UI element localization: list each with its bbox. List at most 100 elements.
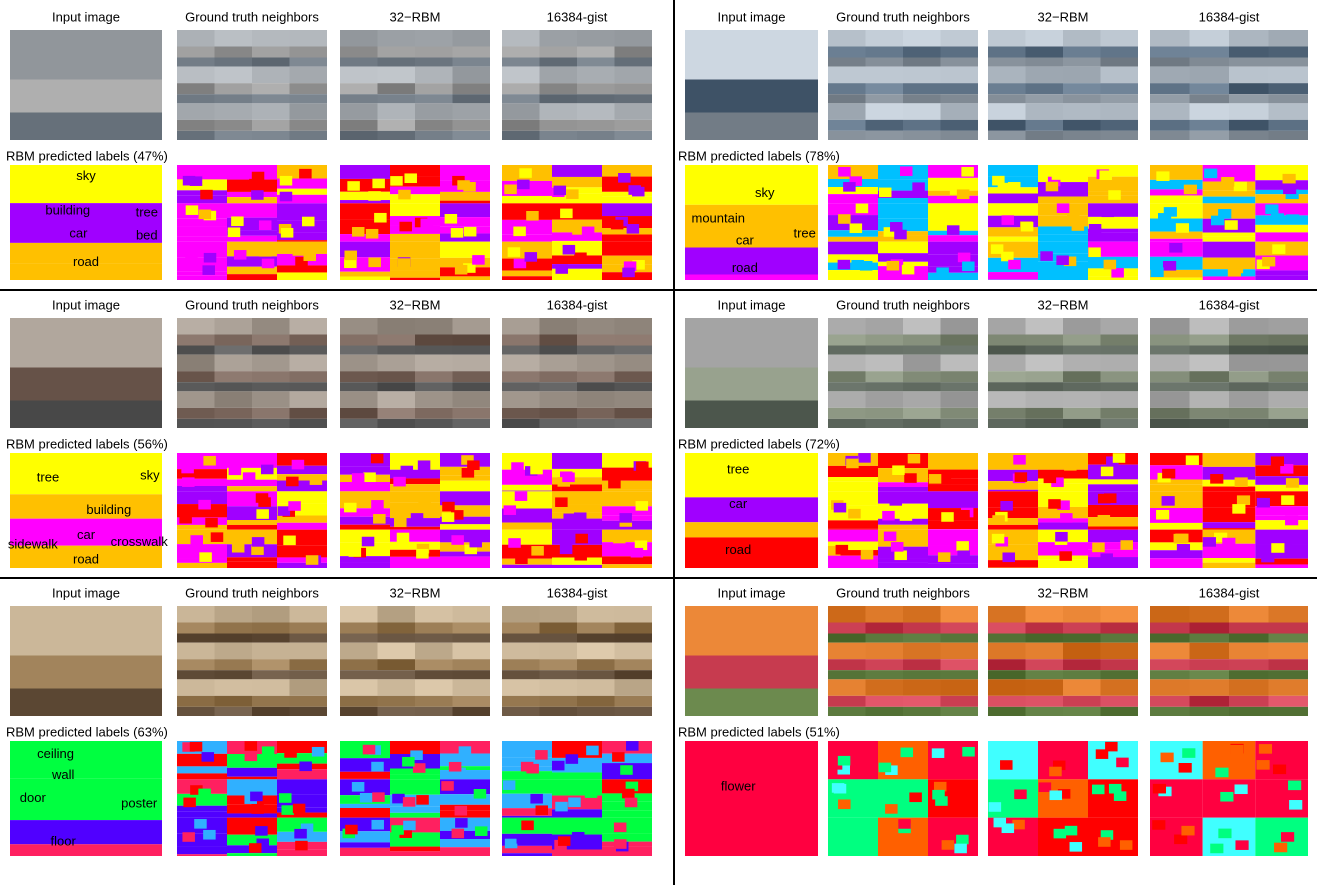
- label-blob: [203, 456, 216, 466]
- photo-sky: [1269, 318, 1309, 335]
- region-label: tree: [727, 462, 749, 477]
- photo-ground: [941, 94, 979, 103]
- photo-mid: [453, 371, 491, 382]
- label-region: [1203, 563, 1256, 568]
- photo-mid: [828, 47, 866, 58]
- label-blob: [373, 514, 386, 524]
- label-region: [390, 271, 440, 278]
- photo-mid: [903, 120, 941, 131]
- photo-sky: [988, 391, 1026, 408]
- photo-ground: [1063, 707, 1101, 716]
- photo-sky: [340, 67, 378, 84]
- label-blob: [393, 477, 406, 487]
- photo-sky: [1190, 679, 1230, 696]
- photo-sky: [340, 643, 378, 660]
- photo-ground: [685, 401, 818, 429]
- photo-ground: [577, 94, 615, 103]
- label-blob: [304, 251, 317, 261]
- photo-sky: [577, 391, 615, 408]
- label-blob: [442, 502, 455, 512]
- photo-sky: [215, 30, 253, 47]
- photo-mid: [215, 371, 253, 382]
- label-blob: [1065, 747, 1078, 757]
- photo-mid: [615, 83, 653, 94]
- photo-mid: [1063, 47, 1101, 58]
- label-blob: [262, 259, 275, 269]
- label-blob: [900, 166, 913, 176]
- photo-mid: [378, 120, 416, 131]
- photo-ground: [177, 94, 215, 103]
- photo-ground: [290, 94, 328, 103]
- region-label: road: [732, 260, 758, 275]
- label-blob: [286, 477, 299, 487]
- photo-mid: [215, 408, 253, 419]
- label-blob: [374, 213, 387, 223]
- label-region: [340, 234, 390, 242]
- photo-mid: [290, 47, 328, 58]
- photo-ground: [615, 346, 653, 355]
- column-header: 32−RBM: [1038, 9, 1089, 24]
- photo-mid: [290, 120, 328, 131]
- label-region: [928, 453, 978, 470]
- label-region: [928, 530, 978, 546]
- photo-mid: [340, 83, 378, 94]
- label-region: [828, 477, 878, 481]
- photo-ground: [540, 58, 578, 67]
- label-blob: [403, 797, 416, 807]
- label-region: [1255, 485, 1308, 491]
- label-blob: [929, 474, 942, 484]
- label-blob: [608, 479, 621, 489]
- label-region: [440, 192, 490, 201]
- label-blob: [200, 190, 213, 200]
- label-blob: [251, 190, 263, 200]
- column-header: 32−RBM: [1038, 585, 1089, 600]
- photo-ground: [340, 131, 378, 140]
- photo-mid: [941, 659, 979, 670]
- label-region: [390, 851, 440, 856]
- photo-ground: [941, 131, 979, 140]
- photo-mid: [1269, 335, 1309, 346]
- label-blob: [901, 748, 914, 758]
- label-region: [227, 525, 277, 530]
- label-region: [177, 236, 227, 242]
- label-blob: [467, 460, 480, 470]
- label-blob: [1262, 257, 1275, 267]
- photo-ground: [1026, 382, 1064, 391]
- label-blob: [1054, 829, 1067, 839]
- photo-ground: [941, 634, 979, 643]
- label-blob: [228, 227, 241, 237]
- label-blob: [892, 465, 905, 475]
- photo-mid: [1150, 696, 1190, 707]
- caption: RBM predicted labels (56%): [6, 436, 168, 451]
- photo-ground: [988, 670, 1026, 679]
- photo-ground: [177, 670, 215, 679]
- label-region: [928, 196, 978, 204]
- photo-ground: [577, 382, 615, 391]
- photo-ground: [1026, 419, 1064, 428]
- photo-ground: [685, 113, 818, 141]
- label-blob: [283, 536, 296, 546]
- photo-sky: [866, 103, 904, 120]
- photo-mid: [378, 371, 416, 382]
- photo-sky: [378, 30, 416, 47]
- label-blob: [1225, 468, 1238, 478]
- label-region: [602, 489, 652, 491]
- label-region: [685, 453, 818, 497]
- label-blob: [517, 180, 530, 190]
- photo-sky: [1190, 103, 1230, 120]
- label-blob: [636, 501, 649, 511]
- label-blob: [182, 832, 195, 842]
- label-region: [390, 813, 440, 818]
- photo-ground: [1063, 419, 1101, 428]
- photo-mid: [1150, 623, 1190, 634]
- label-blob: [962, 262, 975, 272]
- photo-mid: [988, 623, 1026, 634]
- photo-mid: [1101, 335, 1139, 346]
- photo-mid: [866, 623, 904, 634]
- label-region: [878, 562, 928, 568]
- photo-ground: [415, 419, 453, 428]
- photo-mid: [828, 659, 866, 670]
- photo-sky: [941, 355, 979, 372]
- label-blob: [452, 829, 465, 839]
- label-region: [227, 562, 277, 568]
